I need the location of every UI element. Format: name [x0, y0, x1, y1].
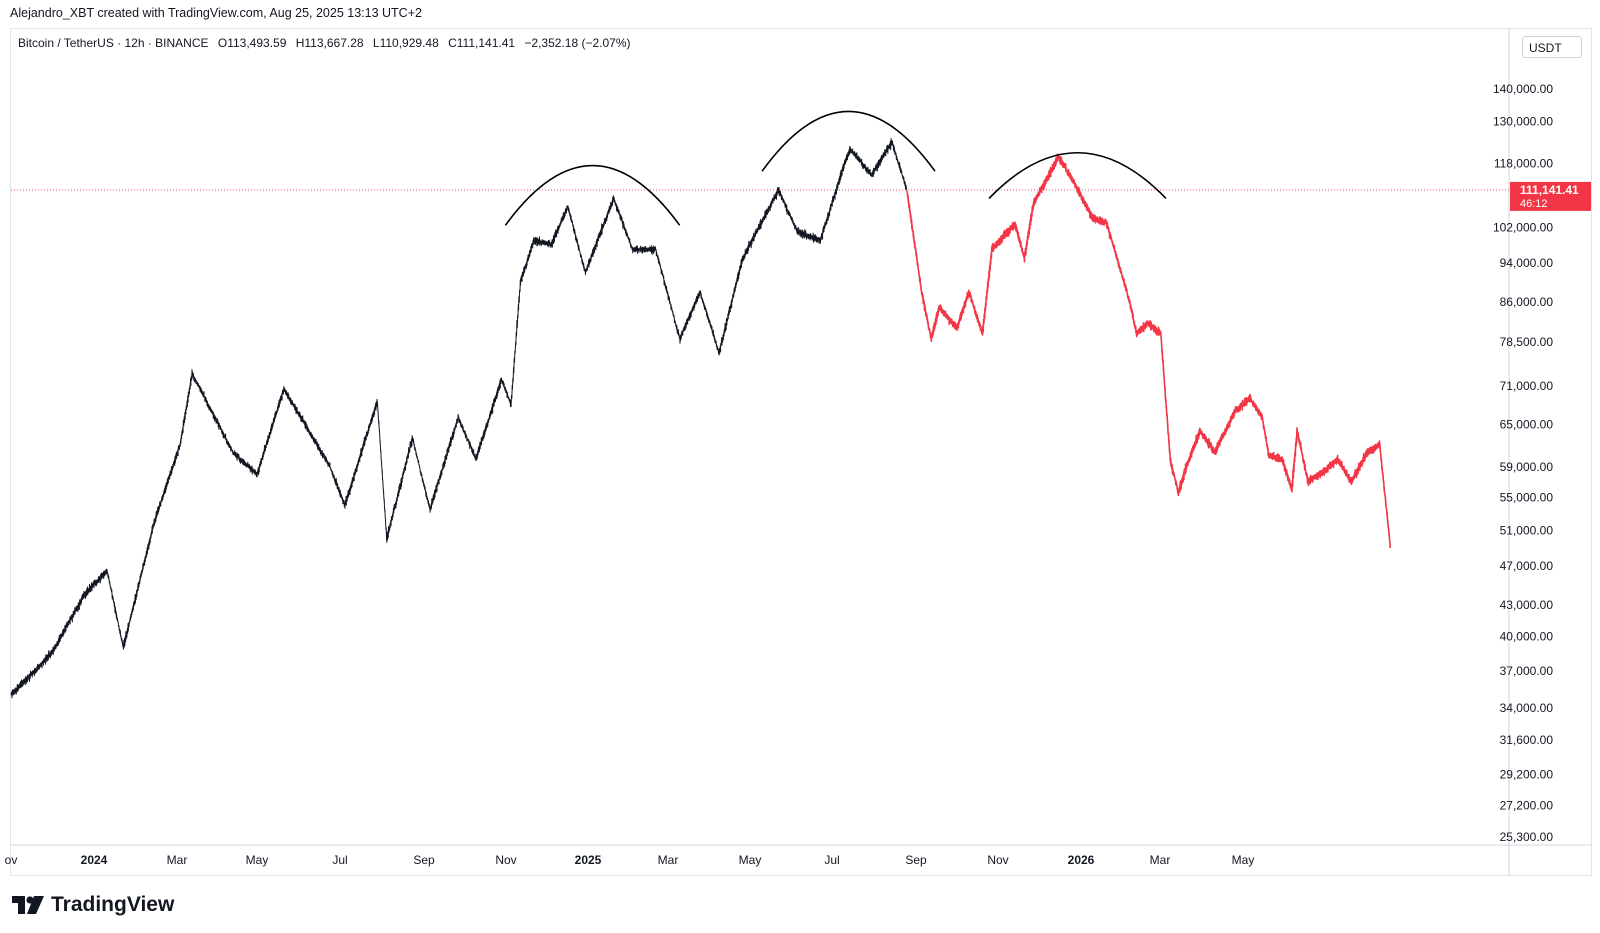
price-tick-label: 65,000.00: [1500, 418, 1554, 432]
price-tick-label: 25,300.00: [1500, 830, 1554, 844]
price-tick-label: 47,000.00: [1500, 559, 1554, 573]
currency-selector[interactable]: USDT: [1522, 36, 1582, 58]
projection-series-line: [905, 153, 1391, 549]
symbol-name[interactable]: Bitcoin / TetherUS · 12h · BINANCE: [18, 36, 209, 50]
time-tick-label: Sep: [413, 853, 435, 867]
last-price-badge: [1510, 181, 1591, 211]
price-tick-label: 78,500.00: [1500, 335, 1554, 349]
price-tick-label: 34,000.00: [1500, 701, 1554, 715]
price-tick-label: 51,000.00: [1500, 524, 1554, 538]
time-tick-label: Jul: [824, 853, 839, 867]
price-tick-label: 140,000.00: [1493, 82, 1553, 96]
price-tick-label: 37,000.00: [1500, 664, 1554, 678]
price-tick-label: 59,000.00: [1500, 460, 1554, 474]
arc-drawing-3[interactable]: [988, 151, 1167, 199]
ohlc-high: H113,667.28: [295, 36, 364, 50]
price-tick-label: 130,000.00: [1493, 114, 1553, 128]
price-tick-label: 94,000.00: [1500, 256, 1554, 270]
price-tick-label: 31,600.00: [1500, 733, 1554, 747]
arc-drawing-1[interactable]: [504, 164, 681, 226]
history-series-line: [10, 138, 908, 699]
price-tick-label: 40,000.00: [1500, 630, 1554, 644]
time-tick-label: Mar: [658, 853, 679, 867]
time-tick-label: ov: [5, 853, 18, 867]
tradingview-brand: TradingView: [51, 893, 175, 916]
ohlc-close: C111,141.41: [448, 36, 516, 50]
price-tick-label: 43,000.00: [1500, 598, 1554, 612]
time-tick-label: May: [1232, 853, 1255, 867]
price-tick-label: 71,000.00: [1500, 379, 1554, 393]
time-tick-label: 2025: [575, 853, 602, 867]
ohlc-change: −2,352.18 (−2.07%): [524, 36, 631, 50]
price-tick-label: 29,200.00: [1500, 767, 1554, 781]
tradingview-logo: TradingView: [12, 893, 174, 917]
last-price-value: 111,141.41: [1520, 183, 1579, 197]
chart-frame: [10, 28, 1592, 876]
price-tick-label: 27,200.00: [1500, 798, 1554, 812]
tradingview-logo-icon: [12, 896, 44, 914]
price-tick-label: 55,000.00: [1500, 491, 1554, 505]
arc-drawing-2[interactable]: [761, 110, 936, 172]
time-tick-label: May: [739, 853, 762, 867]
bar-countdown: 46:12: [1520, 198, 1548, 210]
price-tick-label: 118,000.00: [1494, 157, 1553, 171]
time-tick-label: 2026: [1068, 853, 1095, 867]
time-tick-label: Jul: [332, 853, 347, 867]
time-tick-label: Mar: [1150, 853, 1171, 867]
ohlc-low: L110,929.48: [372, 36, 439, 50]
chart-credit: Alejandro_XBT created with TradingView.c…: [10, 6, 422, 20]
price-tick-label: 86,000.00: [1500, 295, 1554, 309]
time-tick-label: Nov: [495, 853, 516, 867]
time-tick-label: Mar: [167, 853, 188, 867]
symbol-legend: Bitcoin / TetherUS · 12h · BINANCE O113,…: [18, 36, 636, 50]
time-tick-label: Nov: [987, 853, 1008, 867]
time-tick-label: Sep: [905, 853, 927, 867]
time-tick-label: 2024: [81, 853, 108, 867]
price-tick-label: 102,000.00: [1493, 221, 1553, 235]
ohlc-open: O113,493.59: [217, 36, 287, 50]
time-tick-label: May: [246, 853, 269, 867]
